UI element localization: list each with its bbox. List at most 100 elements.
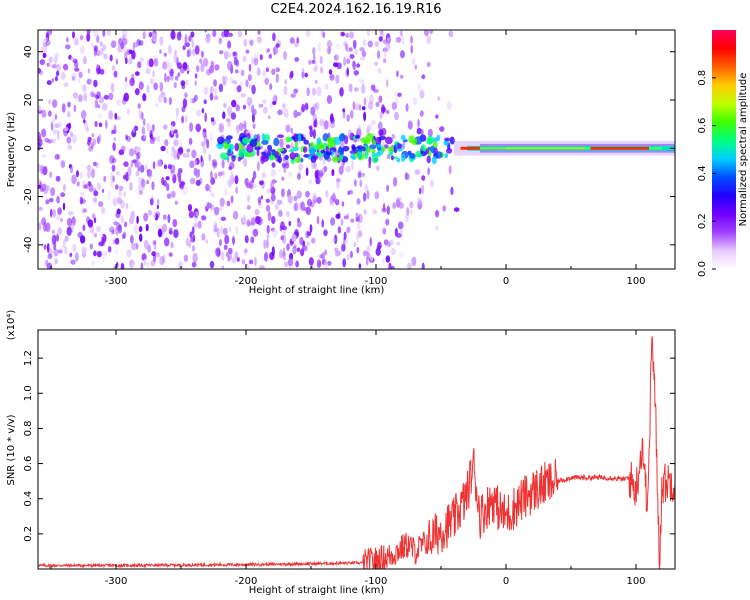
noise-blob — [361, 50, 367, 58]
noise-blob — [191, 245, 196, 252]
band-blob — [277, 156, 282, 164]
noise-blob — [354, 48, 358, 55]
noise-blob — [399, 252, 404, 258]
noise-blob — [274, 203, 280, 210]
noise-blob — [271, 162, 276, 168]
noise-blob — [247, 194, 251, 203]
noise-blob — [228, 166, 233, 171]
band-yellow-core — [480, 147, 584, 150]
noise-blob — [40, 165, 44, 173]
noise-blob — [103, 175, 107, 183]
noise-blob — [201, 215, 207, 221]
noise-blob — [189, 122, 194, 132]
band-blob — [401, 153, 406, 162]
noise-blob — [176, 62, 182, 70]
noise-blob — [56, 195, 60, 204]
noise-blob — [360, 56, 366, 61]
noise-blob — [302, 245, 308, 252]
noise-blob — [222, 111, 226, 120]
colorbar: 0.0 0.2 0.4 0.6 0.8 Normalized spectral ampli… — [697, 30, 749, 277]
noise-blob — [99, 51, 104, 56]
noise-blob — [130, 160, 134, 168]
noise-blob — [124, 76, 128, 82]
noise-blob — [44, 37, 48, 42]
figure-title: C2E4.2024.162.16.19.R16 — [270, 2, 442, 17]
noise-blob — [210, 177, 216, 185]
noise-blob — [314, 102, 320, 111]
noise-blob — [86, 32, 91, 42]
noise-blob — [269, 83, 273, 91]
noise-blob — [120, 199, 125, 209]
noise-blob — [111, 157, 117, 164]
noise-blob — [271, 246, 275, 257]
noise-blob — [377, 241, 382, 250]
noise-blob — [421, 262, 425, 269]
noise-blob — [62, 63, 69, 71]
band-blob — [381, 146, 386, 153]
noise-blob — [94, 120, 98, 128]
noise-blob — [54, 113, 58, 120]
band-blob — [217, 136, 225, 145]
band-blob — [316, 137, 322, 145]
noise-blob — [98, 122, 103, 128]
noise-blob — [405, 213, 409, 223]
noise-blob — [167, 214, 171, 224]
noise-blob — [136, 215, 139, 224]
noise-blob — [146, 84, 150, 94]
noise-blob — [112, 175, 115, 183]
noise-blob — [323, 229, 328, 237]
noise-blob — [420, 128, 424, 136]
noise-blob — [235, 125, 239, 131]
noise-blob — [203, 86, 208, 95]
noise-blob — [320, 66, 324, 74]
noise-blob — [210, 133, 213, 142]
noise-blob — [446, 101, 452, 110]
noise-blob — [352, 101, 356, 111]
band-blob — [444, 152, 449, 159]
noise-blob — [388, 262, 392, 269]
noise-blob — [259, 54, 263, 61]
noise-blob — [414, 64, 417, 70]
y-tick-label: 20 — [23, 94, 34, 107]
noise-blob — [319, 254, 324, 259]
noise-blob — [331, 194, 337, 202]
band-blob — [320, 149, 326, 154]
noise-blob — [270, 227, 276, 232]
noise-blob — [155, 211, 161, 219]
noise-blob — [203, 99, 207, 105]
noise-blob — [279, 138, 284, 148]
band-blob — [444, 137, 451, 142]
noise-blob — [256, 67, 261, 76]
noise-blob — [285, 124, 291, 133]
noise-blob — [178, 30, 182, 38]
noise-blob — [255, 216, 261, 225]
noise-blob — [218, 83, 224, 93]
noise-blob — [87, 140, 91, 146]
noise-blob — [267, 48, 270, 53]
noise-blob — [330, 217, 336, 226]
noise-blob — [149, 78, 155, 85]
noise-blob — [146, 59, 150, 67]
noise-blob — [329, 196, 334, 204]
noise-blob — [194, 45, 200, 55]
noise-blob — [407, 120, 413, 130]
noise-blob — [279, 249, 283, 259]
y-tick-label: 1.2 — [23, 350, 34, 366]
noise-blob — [191, 149, 197, 159]
noise-blob — [193, 167, 198, 176]
noise-blob — [289, 37, 295, 44]
noise-blob — [63, 82, 69, 88]
noise-blob — [209, 204, 215, 211]
band-blob — [350, 153, 355, 160]
noise-blob — [267, 115, 271, 120]
noise-blob — [56, 63, 61, 72]
x-axis-label: Height of straight line (km) — [249, 585, 385, 596]
band-blob — [426, 155, 431, 164]
noise-blob — [330, 113, 334, 123]
noise-blob — [134, 88, 140, 96]
noise-blob — [223, 102, 227, 109]
noise-blob — [45, 199, 50, 205]
noise-blob — [335, 213, 341, 219]
noise-blob — [379, 30, 384, 36]
noise-blob — [235, 104, 240, 112]
